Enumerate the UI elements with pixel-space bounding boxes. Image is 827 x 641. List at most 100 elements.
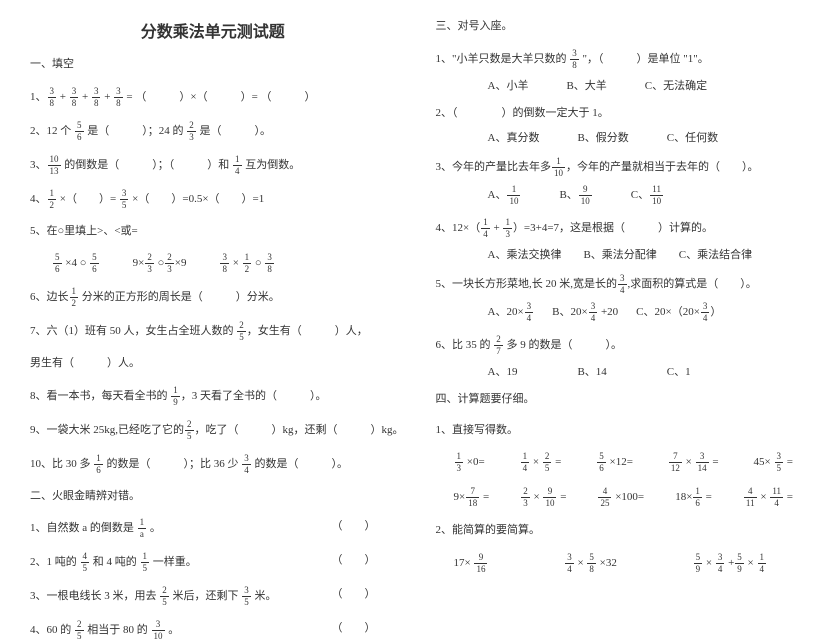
r1-opts: A、小羊 B、大羊 C、无法确定 <box>436 77 798 93</box>
q7b: 男生有（ ）人。 <box>30 355 396 373</box>
simp-row: 17× 916 34 × 58 ×32 59 × 34 +59 × 14 <box>436 553 798 574</box>
r4-opts: A、乘法交换律 B、乘法分配律 C、乘法结合律 <box>436 246 798 262</box>
fraction: 1110 <box>650 185 663 206</box>
fraction: 38 <box>265 253 274 274</box>
fraction: 25 <box>237 321 246 342</box>
fraction: 59 <box>694 553 703 574</box>
q5: 5、在○里填上>、<或= <box>30 223 396 241</box>
fraction: 12 <box>48 189 57 210</box>
fraction: 110 <box>552 157 565 178</box>
calc-row-1: 13 ×0= 14 × 25 = 56 ×12= 712 × 314 = 45×… <box>436 452 798 473</box>
q9: 9、一袋大米 25kg,已经吃了它的25，吃了（ ）kg，还剩（ ）kg。 <box>30 420 396 441</box>
q4: 4、12 ×（ ）= 35 ×（ ）=0.5×（ ）=1 <box>30 189 396 210</box>
section-3-head: 三、对号入座。 <box>436 18 798 36</box>
left-column: 分数乘法单元测试题 一、填空 1、38 + 38 + 38 + 38 = （ ）… <box>0 0 414 584</box>
fraction: 910 <box>543 487 556 508</box>
fraction: 14 <box>521 452 530 473</box>
fraction: 425 <box>598 487 611 508</box>
fraction: 56 <box>75 121 84 142</box>
q7: 7、六（1）班有 50 人，女生占全班人数的 25，女生有（ ）人， <box>30 321 396 342</box>
right-column: 三、对号入座。 1、"小羊只数是大羊只数的 38 "，（ ）是单位 "1"。 A… <box>414 0 827 584</box>
r5-opts: A、20×34 B、20×34 +20 C、20×（20×34） <box>436 302 798 323</box>
fraction: 38 <box>570 49 579 70</box>
r5: 5、一块长方形菜地,长 20 米,宽是长的34,求面积的算式是（ ）。 <box>436 274 798 295</box>
j1: 1、自然数 a 的倒数是 1a 。 （ ） <box>30 518 396 539</box>
fraction: 13 <box>455 452 464 473</box>
fraction: 38 <box>70 87 79 108</box>
fraction: 38 <box>48 87 57 108</box>
s4a: 1、直接写得数。 <box>436 422 798 440</box>
fraction: 34 <box>525 302 534 323</box>
fraction: 14 <box>758 553 767 574</box>
fraction: 25 <box>160 586 169 607</box>
fraction: 25 <box>75 620 84 641</box>
fraction: 45 <box>81 552 90 573</box>
fraction: 23 <box>145 253 154 274</box>
fraction: 23 <box>521 487 530 508</box>
fraction: 25 <box>543 452 552 473</box>
fraction: 56 <box>53 253 62 274</box>
j4: 4、60 的 25 相当于 80 的 310 。 （ ） <box>30 620 396 641</box>
fraction: 35 <box>120 189 129 210</box>
fraction: 16 <box>94 454 103 475</box>
fraction: 59 <box>735 553 744 574</box>
fraction: 1013 <box>48 155 61 176</box>
r6: 6、比 35 的 27 多 9 的数是（ ）。 <box>436 335 798 356</box>
fraction: 34 <box>618 274 627 295</box>
fraction: 16 <box>693 487 702 508</box>
section-1-head: 一、填空 <box>30 56 396 74</box>
fraction: 34 <box>565 553 574 574</box>
calc-row-2: 9×718 = 23 × 910 = 425 ×100= 18×16 = 411… <box>436 487 798 508</box>
fraction: 25 <box>185 420 194 441</box>
fraction: 14 <box>481 218 490 239</box>
section-4-head: 四、计算题要仔细。 <box>436 391 798 409</box>
r3-opts: A、110 B、910 C、1110 <box>436 185 798 206</box>
r1: 1、"小羊只数是大羊只数的 38 "，（ ）是单位 "1"。 <box>436 49 798 70</box>
fraction: 1a <box>138 518 147 539</box>
fraction: 910 <box>579 185 592 206</box>
r6-opts: A、19 B、14 C、1 <box>436 363 798 379</box>
fraction: 35 <box>242 586 251 607</box>
fraction: 13 <box>503 218 512 239</box>
section-2-head: 二、火眼金睛辨对错。 <box>30 488 396 506</box>
fraction: 35 <box>775 452 784 473</box>
fraction: 56 <box>597 452 606 473</box>
fraction: 23 <box>187 121 196 142</box>
fraction: 712 <box>669 452 682 473</box>
fraction: 34 <box>716 553 725 574</box>
r4: 4、12×（14 + 13）=3+4=7，这是根据（ ）计算的。 <box>436 218 798 239</box>
fraction: 34 <box>701 302 710 323</box>
fraction: 34 <box>589 302 598 323</box>
q1: 1、38 + 38 + 38 + 38 = （ ）×（ ）= （ ） <box>30 87 396 108</box>
r2: 2、（ ）的倒数一定大于 1。 <box>436 105 798 123</box>
fraction: 110 <box>507 185 520 206</box>
q6: 6、边长12 分米的正方形的周长是（ ）分米。 <box>30 287 396 308</box>
fraction: 38 <box>92 87 101 108</box>
fraction: 23 <box>165 253 174 274</box>
q2: 2、12 个 56 是（ ）；24 的 23 是（ ）。 <box>30 121 396 142</box>
fraction: 114 <box>770 487 783 508</box>
fraction: 916 <box>474 553 487 574</box>
page-title: 分数乘法单元测试题 <box>30 18 396 42</box>
fraction: 718 <box>466 487 479 508</box>
fraction: 58 <box>587 553 596 574</box>
fraction: 411 <box>744 487 757 508</box>
fraction: 34 <box>242 454 251 475</box>
q3: 3、1013 的倒数是（ ）；（ ）和 14 互为倒数。 <box>30 155 396 176</box>
r3: 3、今年的产量比去年多110，今年的产量就相当于去年的（ ）。 <box>436 157 798 178</box>
s4b: 2、能简算的要简算。 <box>436 522 798 540</box>
fraction: 38 <box>220 253 229 274</box>
q5-row: 56 ×4 ○ 56 9×23 ○23×9 38 × 12 ○ 38 <box>30 253 396 274</box>
fraction: 12 <box>70 287 79 308</box>
fraction: 14 <box>233 155 242 176</box>
fraction: 19 <box>171 386 180 407</box>
fraction: 27 <box>494 335 503 356</box>
fraction: 310 <box>152 620 165 641</box>
r2-opts: A、真分数 B、假分数 C、任何数 <box>436 129 798 145</box>
j2: 2、1 吨的 45 和 4 吨的 15 一样重。 （ ） <box>30 552 396 573</box>
q10: 10、比 30 多 16 的数是（ ）；比 36 少 34 的数是（ ）。 <box>30 454 396 475</box>
fraction: 314 <box>696 452 709 473</box>
fraction: 12 <box>243 253 252 274</box>
fraction: 56 <box>90 253 99 274</box>
j3: 3、一根电线长 3 米，用去 25 米后，还剩下 35 米。 （ ） <box>30 586 396 607</box>
